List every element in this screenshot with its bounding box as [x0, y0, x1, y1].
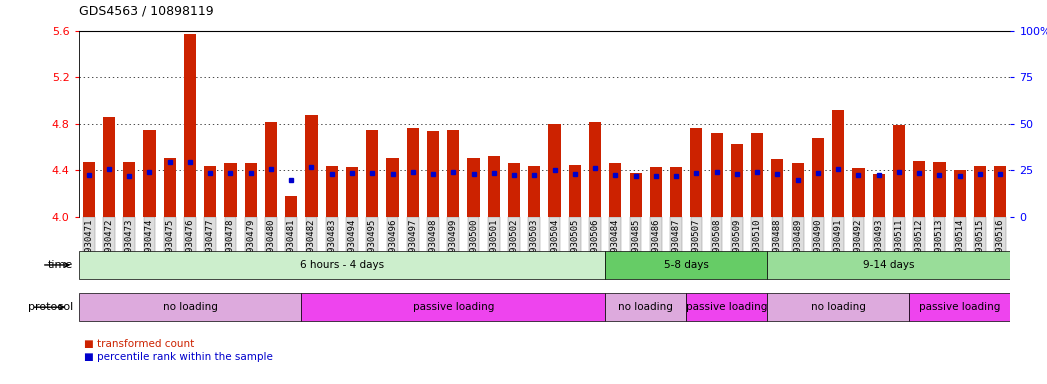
Bar [605, 293, 686, 321]
Bar [467, 157, 480, 217]
Bar [103, 117, 115, 217]
Bar [650, 167, 662, 217]
Text: protocol: protocol [28, 302, 73, 312]
Bar [163, 157, 176, 217]
Text: passive loading: passive loading [919, 302, 1000, 312]
Bar [913, 161, 926, 217]
Bar [690, 129, 703, 217]
Bar [605, 251, 767, 279]
Bar [767, 293, 909, 321]
Bar [124, 162, 135, 217]
Text: 6 hours - 4 days: 6 hours - 4 days [299, 260, 384, 270]
Text: ■ percentile rank within the sample: ■ percentile rank within the sample [84, 352, 272, 362]
Bar [508, 164, 520, 217]
Text: 9-14 days: 9-14 days [863, 260, 915, 270]
Bar [751, 133, 763, 217]
Text: 5-8 days: 5-8 days [664, 260, 709, 270]
Text: passive loading: passive loading [413, 302, 494, 312]
Bar [406, 129, 419, 217]
Bar [447, 130, 460, 217]
Bar [909, 293, 1010, 321]
Bar [686, 293, 767, 321]
Text: GDS4563 / 10898119: GDS4563 / 10898119 [79, 5, 214, 18]
Bar [265, 121, 277, 217]
Text: no loading: no loading [619, 302, 673, 312]
Bar [670, 167, 683, 217]
Bar [326, 166, 338, 217]
Text: passive loading: passive loading [686, 302, 767, 312]
Bar [792, 164, 804, 217]
Bar [772, 159, 783, 217]
Bar [711, 133, 722, 217]
Bar [488, 156, 499, 217]
Bar [589, 121, 601, 217]
Bar [954, 170, 965, 217]
Bar [872, 174, 885, 217]
Bar [224, 164, 237, 217]
Bar [767, 251, 1010, 279]
Bar [974, 166, 986, 217]
Bar [852, 168, 865, 217]
Bar [366, 130, 378, 217]
Bar [79, 293, 302, 321]
Bar [386, 157, 399, 217]
Bar [184, 34, 196, 217]
Bar [629, 173, 642, 217]
Bar [569, 165, 581, 217]
Text: no loading: no loading [810, 302, 866, 312]
Bar [245, 164, 257, 217]
Bar [832, 110, 844, 217]
Bar [285, 196, 297, 217]
Bar [306, 114, 317, 217]
Bar [811, 138, 824, 217]
Bar [549, 124, 560, 217]
Bar [302, 293, 605, 321]
Bar [79, 251, 605, 279]
Bar [83, 162, 94, 217]
Bar [995, 166, 1006, 217]
Bar [933, 162, 945, 217]
Bar [893, 125, 905, 217]
Bar [204, 166, 217, 217]
Bar [731, 144, 743, 217]
Text: time: time [48, 260, 73, 270]
Bar [529, 166, 540, 217]
Bar [346, 167, 358, 217]
Text: no loading: no loading [162, 302, 218, 312]
Text: ■ transformed count: ■ transformed count [84, 339, 194, 349]
Bar [427, 131, 439, 217]
Bar [143, 130, 156, 217]
Bar [609, 164, 622, 217]
